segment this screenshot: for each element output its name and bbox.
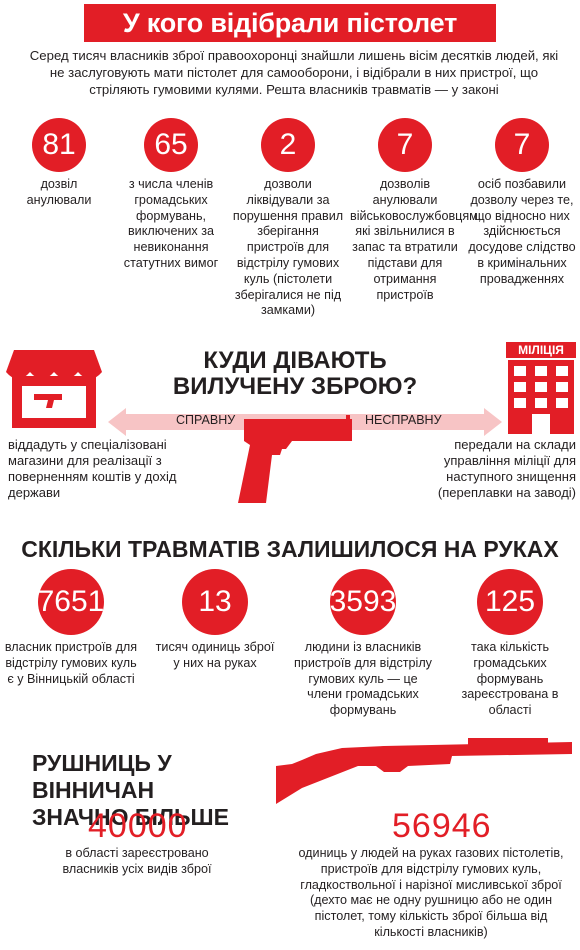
stat-text: дозвіл анулювали bbox=[26, 177, 92, 207]
stat-text: дозволів анулювали військовослужбовцям, … bbox=[350, 177, 482, 302]
total-owners-value: 40000 bbox=[88, 807, 188, 845]
stat-circle: 13 bbox=[182, 569, 248, 635]
stat-text: людини із власників пристроїв для відстр… bbox=[294, 640, 432, 718]
total-owners-text: в області зареєстровано власників усіх в… bbox=[62, 846, 212, 876]
stat-units: 13 тисяч одиниць зброї у них на руках bbox=[152, 569, 278, 672]
shotgun-icon bbox=[276, 738, 572, 804]
intro-paragraph: Серед тисяч власників зброї правоохоронц… bbox=[29, 48, 559, 97]
stat-circle: 125 bbox=[477, 569, 543, 635]
stat-text: така кількість громадських формувань зар… bbox=[461, 640, 559, 718]
stat-circle: 65 bbox=[144, 118, 198, 172]
police-building-icon bbox=[506, 342, 576, 434]
stat-text: дозволи ліквідували за порушення правил … bbox=[232, 177, 344, 318]
stat-circle: 7 bbox=[495, 118, 549, 172]
stat-circle: 7 bbox=[378, 118, 432, 172]
stat-text: тисяч одиниць зброї у них на руках bbox=[155, 640, 275, 670]
label-working: СПРАВНУ bbox=[176, 413, 236, 427]
stat-organizations: 125 така кількість громадських формувань… bbox=[446, 569, 574, 719]
total-weapons-text: одиниць у людей на руках газових пістоле… bbox=[298, 846, 564, 939]
stat-circle: 2 bbox=[261, 118, 315, 172]
rifles-heading-line1: РУШНИЦЬ У ВІННИЧАН bbox=[32, 750, 172, 803]
stat-circle: 3593 bbox=[330, 569, 396, 635]
remain-heading: СКІЛЬКИ ТРАВМАТІВ ЗАЛИШИЛОСЯ НА РУКАХ bbox=[21, 536, 559, 562]
stat-revoked: 81 дозвіл анулювали bbox=[10, 118, 108, 209]
stat-text: з числа членів громадських формувань, ви… bbox=[123, 177, 219, 270]
shop-icon bbox=[6, 350, 102, 428]
where-heading-line2: ВИЛУЧЕНУ ЗБРОЮ? bbox=[172, 373, 418, 400]
stat-owners: 7651 власник пристроїв для відстрілу гум… bbox=[2, 569, 140, 687]
stat-formations: 65 з числа членів громадських формувань,… bbox=[112, 118, 230, 272]
stat-circle: 81 bbox=[32, 118, 86, 172]
rifles-heading-line2: ЗНАЧНО БІЛЬШЕ bbox=[32, 804, 229, 830]
stat-text: осіб позбавили дозволу через те, що відн… bbox=[468, 177, 576, 286]
stat-circle: 7651 bbox=[38, 569, 104, 635]
where-heading: КУДИ ДІВАЮТЬ ВИЛУЧЕНУ ЗБРОЮ? bbox=[170, 348, 420, 400]
where-heading-line1: КУДИ ДІВАЮТЬ bbox=[203, 347, 387, 374]
rifles-heading: РУШНИЦЬ У ВІННИЧАН ЗНАЧНО БІЛЬШЕ bbox=[32, 750, 292, 831]
stat-text: власник пристроїв для відстрілу гумових … bbox=[4, 640, 138, 686]
police-caption: передали на склади управління міліції дл… bbox=[437, 437, 576, 500]
police-sign: МІЛІЦІЯ bbox=[518, 343, 564, 357]
stat-investigation: 7 осіб позбавили дозволу через те, що ві… bbox=[466, 118, 578, 288]
stat-storage: 2 дозволи ліквідували за порушення прави… bbox=[232, 118, 344, 319]
stat-members: 3593 людини із власників пристроїв для в… bbox=[290, 569, 436, 719]
stat-military: 7 дозволів анулювали військовослужбовцям… bbox=[350, 118, 482, 303]
page-title: У кого відібрали пістолет bbox=[84, 4, 496, 42]
label-faulty: НЕСПРАВНУ bbox=[365, 413, 442, 427]
shop-caption: віддадуть у спеціалізовані магазини для … bbox=[8, 437, 177, 500]
total-weapons-value: 56946 bbox=[392, 807, 492, 845]
pistol-icon bbox=[238, 415, 352, 503]
